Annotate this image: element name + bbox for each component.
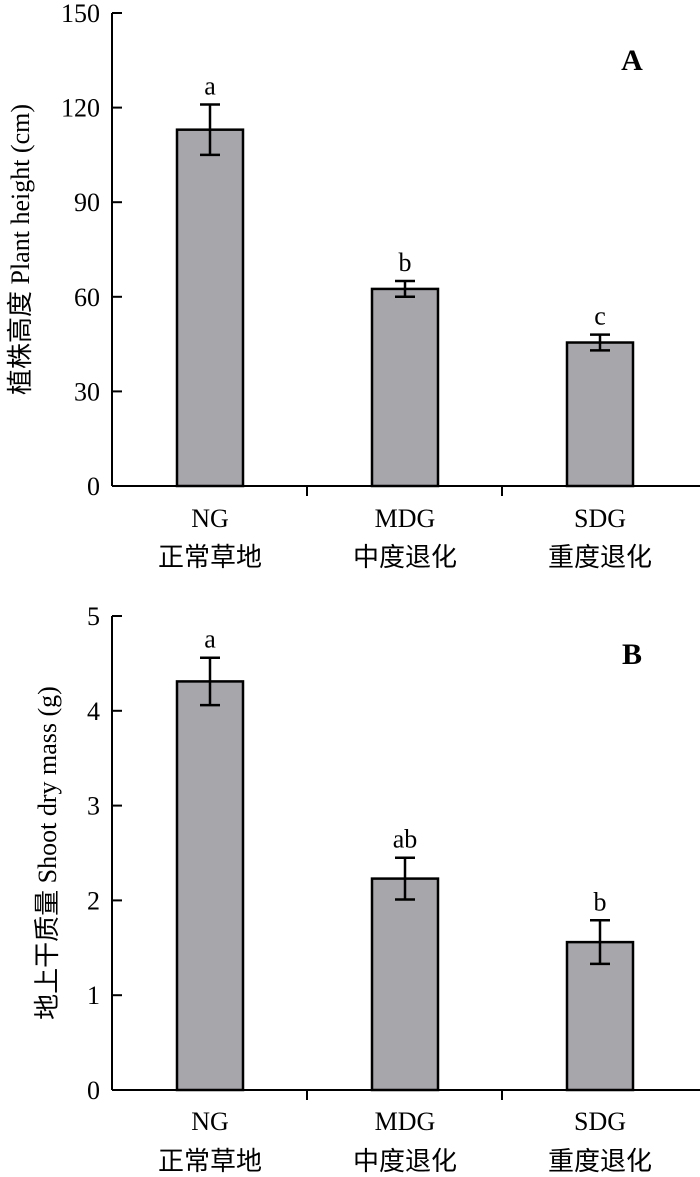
significance-label: a <box>204 625 216 654</box>
panel-a-plant-height: 0 30 60 90 120 150 a NG 正常草地 b MDG 中度退化 c SDG 重度退化 植株高度… <box>6 0 700 572</box>
category-code-label: SDG <box>574 504 626 533</box>
significance-label: ab <box>393 825 418 854</box>
panel-label: A <box>621 44 643 77</box>
bar-ng <box>175 128 245 488</box>
significance-label: a <box>204 71 216 100</box>
bar-mdg <box>370 287 440 488</box>
category-name-label: 正常草地 <box>158 543 262 572</box>
category-name-label: 重度退化 <box>548 1147 652 1176</box>
y-axis-title: 地上干质量 Shoot dry mass (g) <box>33 686 62 1020</box>
category-name-label: 中度退化 <box>353 543 457 572</box>
y-tick-label: 0 <box>87 1076 100 1105</box>
bar-sdg <box>565 341 635 488</box>
y-tick-label: 4 <box>87 697 100 726</box>
y-tick-label: 0 <box>87 472 100 501</box>
category-name-label: 正常草地 <box>158 1147 262 1176</box>
bar-mdg <box>370 877 440 1092</box>
y-tick-label: 60 <box>74 283 100 312</box>
category-code-label: SDG <box>574 1107 626 1136</box>
bar-ng <box>175 680 245 1092</box>
category-code-label: NG <box>191 504 229 533</box>
y-tick-label: 90 <box>74 188 100 217</box>
panel-b-shoot-dry-mass: 0 1 2 3 4 5 a NG 正常草地 ab MDG 中度退化 b SDG 重度退化 地上干质量 Shoo… <box>33 602 700 1176</box>
category-name-label: 中度退化 <box>353 1147 457 1176</box>
y-tick-label: 2 <box>87 886 100 915</box>
y-tick-label: 3 <box>87 792 100 821</box>
y-tick-label: 1 <box>87 981 100 1010</box>
panel-label: B <box>622 638 642 671</box>
category-name-label: 重度退化 <box>548 543 652 572</box>
category-code-label: NG <box>191 1107 229 1136</box>
y-tick-label: 150 <box>61 0 100 28</box>
y-tick-label: 5 <box>87 602 100 631</box>
y-axis-title: 植株高度 Plant height (cm) <box>6 104 35 395</box>
y-tick-label: 30 <box>74 377 100 406</box>
significance-label: c <box>594 302 606 331</box>
significance-label: b <box>399 248 412 277</box>
category-code-label: MDG <box>375 504 436 533</box>
significance-label: b <box>594 887 607 916</box>
y-tick-label: 120 <box>61 94 100 123</box>
category-code-label: MDG <box>375 1107 436 1136</box>
